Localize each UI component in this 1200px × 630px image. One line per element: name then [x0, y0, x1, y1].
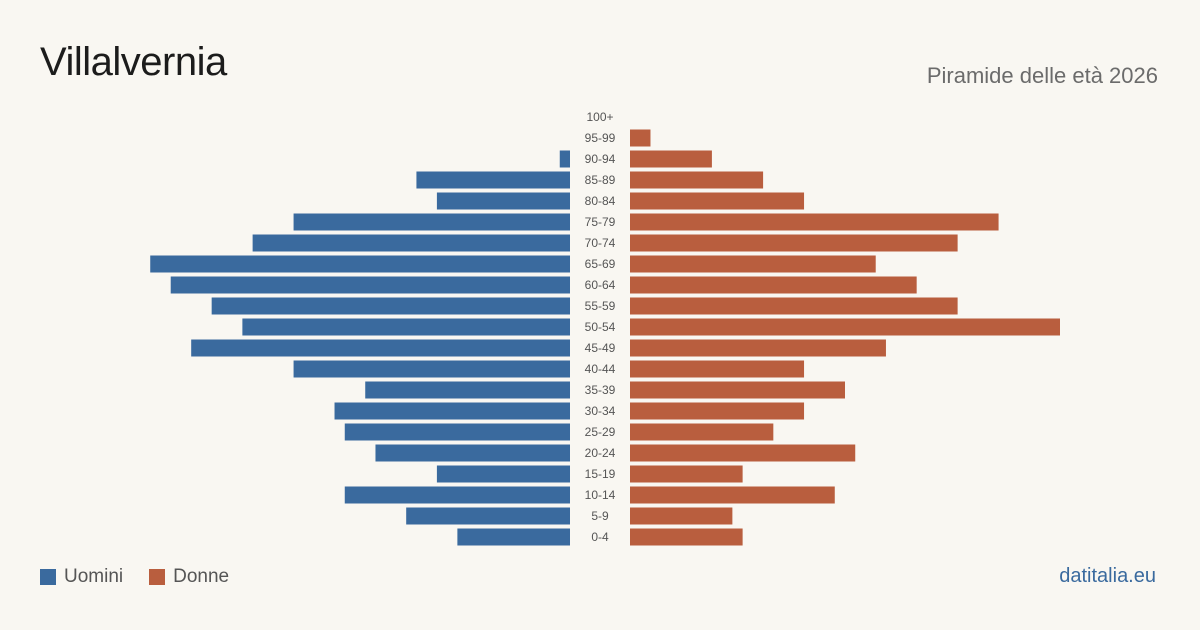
bar-women-35-39 — [630, 381, 845, 399]
age-label-95-99: 95-99 — [585, 131, 616, 145]
bar-men-25-29 — [344, 423, 570, 441]
bar-men-65-69 — [150, 255, 570, 273]
bar-men-45-49 — [191, 339, 570, 357]
bar-men-20-24 — [375, 444, 570, 462]
bar-women-50-54 — [630, 318, 1060, 336]
age-label-50-54: 50-54 — [585, 320, 616, 334]
chart-subtitle: Piramide delle età 2026 — [926, 63, 1158, 88]
age-label-45-49: 45-49 — [585, 341, 616, 355]
bar-women-65-69 — [630, 255, 876, 273]
bar-women-60-64 — [630, 276, 917, 294]
bar-women-40-44 — [630, 360, 805, 378]
legend-item-women: Donne — [149, 566, 229, 588]
age-label-85-89: 85-89 — [585, 173, 616, 187]
age-label-35-39: 35-39 — [585, 383, 616, 397]
age-label-55-59: 55-59 — [585, 299, 616, 313]
age-label-80-84: 80-84 — [585, 194, 616, 208]
bar-men-35-39 — [365, 381, 570, 399]
bar-men-10-14 — [344, 486, 570, 504]
bar-men-90-94 — [559, 150, 570, 168]
bar-women-85-89 — [630, 171, 764, 189]
bar-men-60-64 — [170, 276, 570, 294]
bar-women-15-19 — [630, 465, 743, 483]
bar-men-55-59 — [211, 297, 570, 315]
legend-label-women: Donne — [173, 566, 230, 587]
legend-swatch-women — [149, 569, 166, 585]
bar-women-70-74 — [630, 234, 958, 252]
bar-men-85-89 — [416, 171, 570, 189]
age-label-0-4: 0-4 — [591, 530, 609, 544]
bar-women-55-59 — [630, 297, 958, 315]
bar-men-15-19 — [436, 465, 570, 483]
legend-swatch-men — [40, 569, 56, 585]
bar-women-95-99 — [630, 129, 651, 147]
bar-women-30-34 — [630, 402, 805, 420]
bar-men-30-34 — [334, 402, 570, 420]
age-label-10-14: 10-14 — [585, 488, 616, 502]
age-label-70-74: 70-74 — [585, 236, 616, 250]
legend: Uomini Donne — [40, 566, 229, 588]
bar-women-25-29 — [630, 423, 774, 441]
legend-label-men: Uomini — [64, 566, 124, 587]
age-label-60-64: 60-64 — [585, 278, 616, 292]
bar-women-80-84 — [630, 192, 805, 210]
chart-title: Villalvernia — [40, 40, 227, 84]
bar-men-75-79 — [293, 213, 570, 231]
bar-men-80-84 — [436, 192, 570, 210]
bar-women-10-14 — [630, 486, 835, 504]
age-label-75-79: 75-79 — [585, 215, 616, 229]
age-label-100plus: 100+ — [586, 110, 613, 124]
bar-women-20-24 — [630, 444, 856, 462]
legend-item-men: Uomini — [40, 566, 123, 588]
age-label-5-9: 5-9 — [591, 509, 609, 523]
bar-women-0-4 — [630, 528, 743, 546]
age-label-90-94: 90-94 — [585, 152, 616, 166]
age-label-65-69: 65-69 — [585, 257, 616, 271]
bar-women-90-94 — [630, 150, 712, 168]
bar-women-45-49 — [630, 339, 886, 357]
age-label-20-24: 20-24 — [585, 446, 616, 460]
age-label-15-19: 15-19 — [585, 467, 616, 481]
bar-men-5-9 — [406, 507, 570, 525]
bar-men-50-54 — [242, 318, 570, 336]
brand-link[interactable]: datitalia.eu — [1059, 565, 1156, 587]
bar-women-5-9 — [630, 507, 733, 525]
bar-men-40-44 — [293, 360, 570, 378]
age-label-30-34: 30-34 — [585, 404, 616, 418]
bar-men-0-4 — [457, 528, 570, 546]
age-label-40-44: 40-44 — [585, 362, 616, 376]
bar-women-75-79 — [630, 213, 999, 231]
bar-men-70-74 — [252, 234, 570, 252]
age-label-25-29: 25-29 — [585, 425, 616, 439]
